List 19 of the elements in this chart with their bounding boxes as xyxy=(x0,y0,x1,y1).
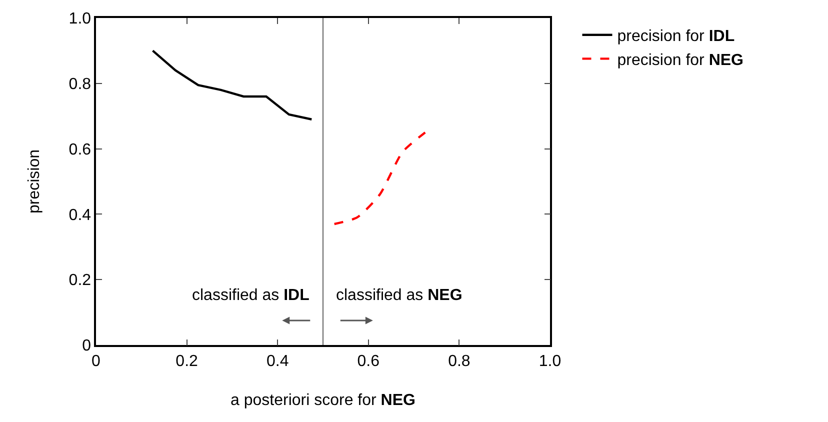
line-series xyxy=(152,50,313,120)
x-tick-label: 0.4 xyxy=(266,352,289,370)
x-tick-label: 0.8 xyxy=(448,352,470,370)
annotation: classified as NEG xyxy=(336,287,462,304)
line-series xyxy=(333,131,426,226)
y-tick-label: 0 xyxy=(82,338,92,355)
y-tick-label: 0.8 xyxy=(68,76,92,93)
y-tick-label: 0.2 xyxy=(68,272,92,290)
x-tick-label: 1.0 xyxy=(538,352,562,370)
legend-label: precision for IDL xyxy=(617,28,735,46)
y-tick-label: 0.6 xyxy=(68,141,92,158)
x-tick-label: 0.2 xyxy=(176,352,198,370)
y-tick-label: 1.0 xyxy=(68,10,92,28)
x-tick-label: 0.6 xyxy=(357,352,380,370)
y-axis-title: precision xyxy=(26,149,44,214)
legend-label: precision for NEG xyxy=(617,52,744,69)
x-axis-title: a posteriori score for NEG xyxy=(230,392,416,410)
annotation: classified as IDL xyxy=(192,287,310,304)
y-tick-label: 0.4 xyxy=(68,206,92,224)
